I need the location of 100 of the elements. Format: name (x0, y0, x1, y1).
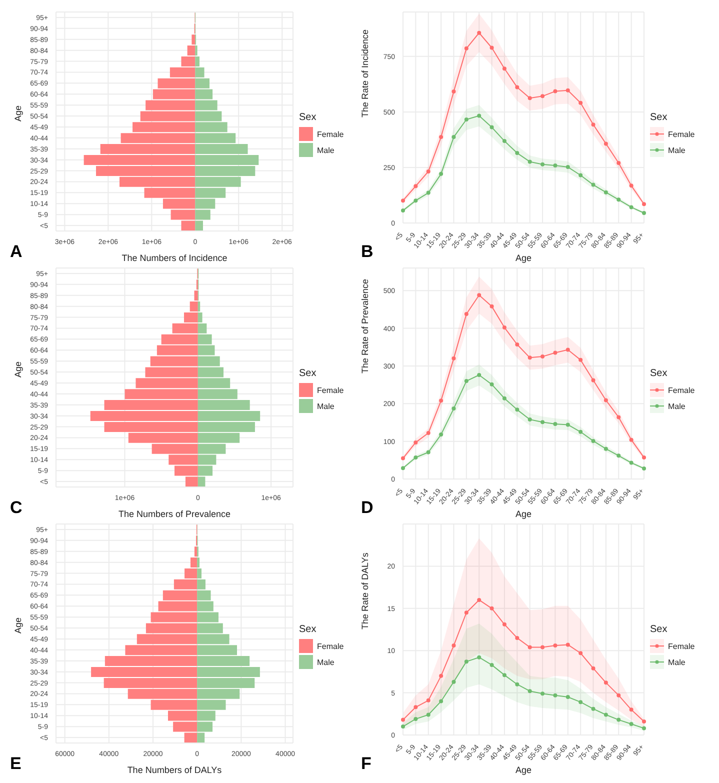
point (426, 169, 430, 174)
point (477, 293, 482, 298)
point (502, 673, 506, 678)
legend-label: Male (317, 146, 334, 154)
legend-label: Female (317, 130, 344, 138)
point (452, 135, 456, 140)
point (515, 636, 520, 640)
point (439, 699, 444, 704)
point (540, 354, 545, 359)
x-axis-title: Age (515, 509, 532, 519)
point (540, 94, 545, 98)
point (578, 100, 583, 105)
point (528, 417, 532, 422)
legend-label: Female (668, 642, 695, 650)
point (490, 382, 494, 386)
y-axis-title: Age (13, 361, 24, 378)
legend-title: Sex (299, 368, 318, 379)
point (515, 85, 520, 90)
point (553, 644, 558, 648)
point (591, 666, 596, 670)
point (439, 135, 444, 140)
point (629, 184, 634, 188)
point (426, 450, 430, 454)
y-axis-title: Age (13, 105, 24, 122)
point (464, 118, 468, 122)
point (629, 722, 634, 726)
point (452, 356, 456, 360)
point (591, 122, 596, 127)
x-axis-title: Age (515, 253, 532, 263)
point (578, 430, 583, 434)
point (515, 151, 520, 156)
point (502, 66, 506, 71)
point (629, 460, 634, 465)
legend-label: Female (317, 642, 344, 650)
point (616, 161, 621, 166)
point (452, 90, 456, 94)
legend-label: Female (668, 130, 695, 138)
point (553, 163, 558, 168)
point (502, 326, 506, 330)
point (604, 190, 608, 194)
legend-label: Male (668, 402, 686, 410)
point (528, 356, 532, 360)
point (401, 456, 405, 460)
point (566, 88, 570, 92)
point (528, 645, 532, 650)
point (604, 712, 608, 717)
text: F (361, 754, 372, 774)
text: B (361, 242, 374, 262)
point (616, 693, 621, 698)
point (553, 693, 558, 698)
y-axis-title: The Rate of DALYs (360, 552, 370, 630)
point (642, 466, 646, 470)
point (439, 432, 444, 437)
point (477, 373, 482, 378)
point (401, 724, 405, 729)
point (553, 350, 558, 355)
point (566, 348, 570, 352)
point (616, 718, 621, 722)
point (591, 438, 596, 443)
point (464, 46, 468, 50)
point (629, 205, 634, 210)
point (642, 719, 646, 724)
point (401, 466, 405, 470)
point (578, 651, 583, 656)
point (502, 396, 506, 400)
legend-label: Female (668, 386, 695, 394)
point (464, 312, 468, 316)
point (401, 718, 405, 722)
point (553, 89, 558, 94)
point (490, 304, 494, 308)
legend-label: Male (317, 402, 334, 410)
point (553, 422, 558, 426)
point (452, 644, 456, 648)
legend-label: Female (317, 386, 344, 394)
point (502, 622, 506, 626)
point (414, 705, 418, 710)
x-axis-title: The Numbers of DALYs (127, 765, 222, 775)
point (642, 456, 646, 460)
text: C (10, 498, 22, 518)
point (452, 680, 456, 684)
point (578, 358, 583, 362)
point (578, 173, 583, 178)
point (566, 695, 570, 700)
y-axis-title: The Rate of Incidence (360, 29, 370, 118)
point (591, 182, 596, 187)
legend-label: Male (317, 658, 334, 666)
point (616, 454, 621, 458)
point (401, 198, 405, 203)
point (642, 726, 646, 730)
point (566, 422, 570, 427)
point (452, 406, 456, 411)
point (515, 682, 520, 686)
point (540, 420, 545, 424)
point (477, 30, 482, 35)
point (642, 211, 646, 216)
point (426, 190, 430, 195)
point (629, 438, 634, 442)
point (477, 114, 482, 118)
point (426, 698, 430, 702)
point (642, 202, 646, 206)
